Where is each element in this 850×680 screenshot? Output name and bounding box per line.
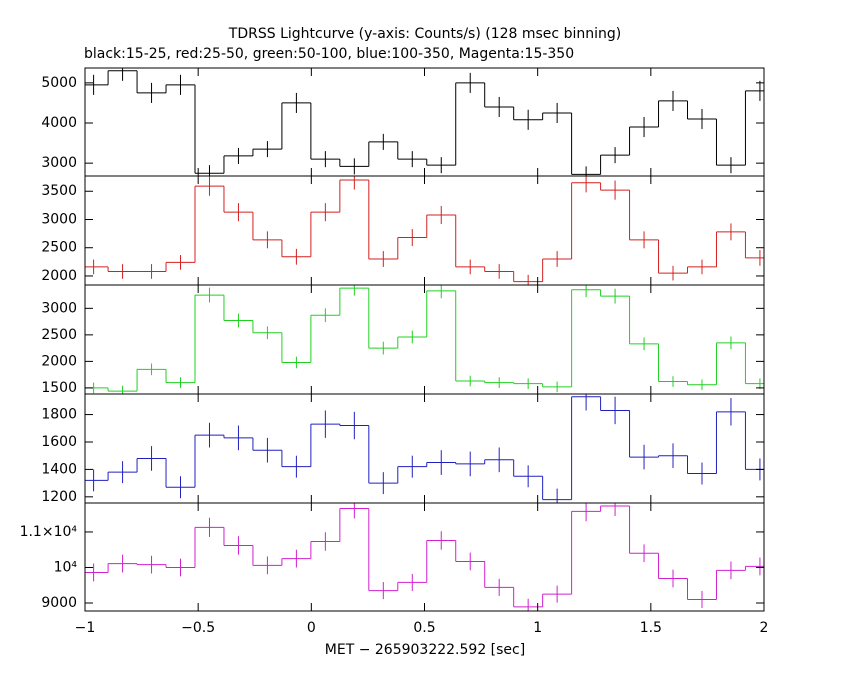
x-tick-label: 1	[533, 620, 542, 636]
x-tick-label: −0.5	[181, 620, 215, 636]
y-tick-label: 1200	[41, 489, 77, 505]
series	[85, 285, 764, 394]
y-tick-label: 3000	[41, 211, 77, 227]
series	[85, 68, 764, 176]
y-tick-label: 2500	[41, 240, 77, 256]
y-tick-label: 1400	[41, 461, 77, 477]
chart-title: TDRSS Lightcurve (y-axis: Counts/s) (128…	[228, 26, 621, 42]
series	[85, 503, 764, 611]
y-tick-label: 2000	[41, 353, 77, 369]
y-tick-label: 3000	[41, 155, 77, 171]
y-tick-label: 1800	[41, 407, 77, 423]
y-tick-label: 9000	[41, 595, 77, 611]
x-tick-label: 2	[760, 620, 769, 636]
y-tick-label: 1500	[41, 380, 77, 396]
series	[85, 394, 764, 503]
series	[85, 176, 764, 285]
y-tick-label: 1600	[41, 434, 77, 450]
chart-subtitle: black:15-25, red:25-50, green:50-100, bl…	[84, 46, 574, 62]
x-tick-label: 0	[307, 620, 316, 636]
y-tick-label: 1.1×10⁴	[20, 524, 78, 540]
x-axis-label: MET − 265903222.592 [sec]	[325, 642, 525, 658]
y-tick-label: 3500	[41, 183, 77, 199]
y-tick-label: 2000	[41, 268, 77, 284]
x-tick-label: 0.5	[413, 620, 435, 636]
x-tick-label: 1.5	[640, 620, 662, 636]
y-tick-label: 3000	[41, 300, 77, 316]
y-tick-label: 4000	[41, 115, 77, 131]
y-tick-label: 5000	[41, 75, 77, 91]
y-tick-label: 2500	[41, 327, 77, 343]
y-tick-label: 10⁴	[54, 559, 78, 575]
x-tick-label: −1	[75, 620, 96, 636]
